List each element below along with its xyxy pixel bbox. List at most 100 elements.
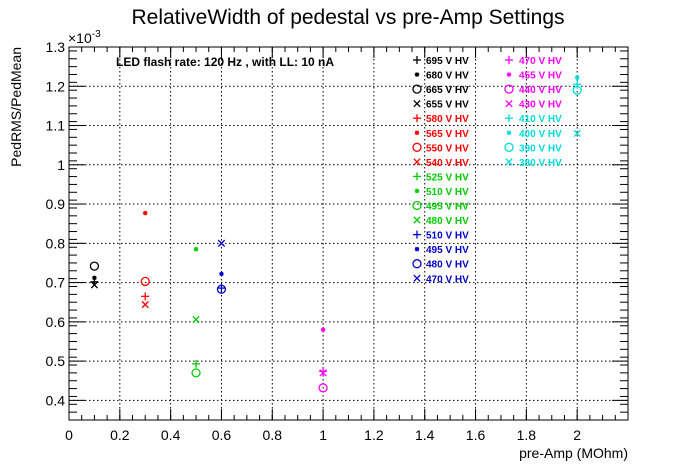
- legend-entry: 470 V HV: [505, 56, 562, 67]
- legend-marker-plus: [505, 56, 513, 64]
- legend-marker-circle: [504, 84, 514, 94]
- legend-entry: 695 V HV: [413, 56, 469, 67]
- legend-label: 510 V HV: [426, 187, 469, 198]
- legend-marker-star: [506, 130, 512, 135]
- legend-marker-star: [414, 246, 420, 252]
- x-tick-label: 0.2: [110, 427, 130, 443]
- data-point-star: [574, 75, 580, 80]
- legend-label: 480 V HV: [426, 216, 469, 227]
- legend-label: 400 V HV: [519, 129, 562, 140]
- data-point-circle: [216, 284, 227, 294]
- legend-entry: 495 V HV: [414, 245, 469, 256]
- x-tick-label: 0: [65, 427, 73, 443]
- legend-label: 410 V HV: [519, 114, 562, 125]
- legend-marker-circle: [412, 200, 422, 211]
- legend-label: 380 V HV: [519, 158, 562, 169]
- data-point-circle: [191, 368, 201, 378]
- y-tick-label: 0.6: [46, 314, 66, 330]
- legend-label: 665 V HV: [426, 85, 469, 96]
- x-tick-label: 1.8: [517, 427, 537, 443]
- legend-marker-star: [414, 188, 420, 194]
- x-tick-label: 1: [319, 427, 327, 443]
- legend-label: 440 V HV: [519, 85, 562, 96]
- legend-label: 430 V HV: [519, 100, 562, 111]
- y-tick-label: 0.4: [46, 392, 66, 408]
- legend-label: 540 V HV: [426, 158, 469, 169]
- legend-entry: 400 V HV: [506, 129, 562, 140]
- legend-entry: 680 V HV: [414, 71, 469, 82]
- legend-label: 510 V HV: [426, 231, 469, 242]
- x-tick-label: 2: [573, 427, 581, 443]
- legend-label: 455 V HV: [519, 71, 562, 82]
- y-axis-label: PedRMS/PedMean: [8, 47, 24, 167]
- run-annotation: LED flash rate: 120 Hz , with LL: 10 nA: [116, 55, 334, 69]
- legend-label: 565 V HV: [426, 129, 469, 140]
- data-point-cross: [90, 281, 99, 289]
- legend-label: 390 V HV: [519, 143, 562, 154]
- legend-entry: 510 V HV: [413, 230, 469, 242]
- x-tick-label: 0.6: [212, 427, 232, 443]
- legend-label: 695 V HV: [426, 56, 469, 67]
- data-point-cross: [192, 315, 200, 324]
- legend-marker-circle: [412, 142, 422, 152]
- legend-label: 470 V HV: [519, 56, 562, 67]
- y-tick-label: 1.2: [46, 78, 66, 94]
- y-tick-label: 0.9: [46, 196, 66, 212]
- legend-entry: 655 V HV: [413, 100, 469, 111]
- data-point-plus: [192, 359, 201, 368]
- data-point-circle: [89, 261, 100, 271]
- legend-marker-cross: [505, 99, 513, 108]
- data-point-circle: [140, 276, 150, 287]
- data-point-star: [193, 247, 199, 252]
- chart-title: RelativeWidth of pedestal vs pre-Amp Set…: [131, 6, 564, 29]
- legend-marker-cross: [413, 216, 421, 224]
- x-tick-label: 1.4: [415, 427, 435, 443]
- data-point-circle: [572, 85, 582, 95]
- y-tick-label: 0.5: [46, 353, 66, 369]
- data-point-cross: [573, 129, 581, 138]
- legend-label: 550 V HV: [426, 143, 469, 154]
- x-tick-labels: 0 0.2 0.4 0.6 0.8 1 1.2 1.4 1.6 1.8 2: [65, 427, 581, 443]
- y-tick-label: 1.3: [46, 39, 66, 55]
- data-points: [89, 75, 582, 393]
- y-tick-label: 0.8: [46, 235, 66, 251]
- data-point-star: [219, 271, 224, 277]
- legend-label: 680 V HV: [426, 71, 469, 82]
- legend-marker-plus: [413, 230, 421, 239]
- legend-entry: 410 V HV: [505, 114, 562, 125]
- legend-label: 525 V HV: [426, 172, 469, 183]
- y-tick-labels: 0.4 0.5 0.6 0.7 0.8 0.9 1 1.1 1.2 1.3: [46, 39, 66, 408]
- legend-marker-star: [414, 72, 420, 77]
- legend-entry: 665 V HV: [412, 84, 469, 96]
- legend-entry: 455 V HV: [506, 71, 562, 82]
- x-tick-label: 0.8: [263, 427, 283, 443]
- legend-label: 580 V HV: [426, 114, 469, 125]
- legend-entry: 480 V HV: [412, 259, 469, 271]
- legend-marker-circle: [504, 142, 514, 152]
- legend-marker-plus: [413, 114, 421, 123]
- data-point-star: [143, 210, 148, 216]
- legend-marker-cross: [413, 274, 421, 282]
- legend-label: 480 V HV: [426, 260, 469, 271]
- data-point-cross: [141, 300, 149, 309]
- legend-marker-plus: [413, 56, 421, 64]
- data-point-star: [92, 275, 97, 281]
- legend-marker-star: [506, 72, 512, 77]
- legend-marker-plus: [505, 114, 513, 123]
- legend-entry: 580 V HV: [413, 114, 469, 125]
- y-tick-label: 1.1: [46, 118, 66, 134]
- legend-marker-plus: [413, 172, 421, 181]
- x-tick-label: 1.6: [466, 427, 486, 443]
- legend-entry: 480 V HV: [413, 216, 469, 227]
- x-tick-label: 0.4: [161, 427, 181, 443]
- legend-marker-circle: [412, 259, 422, 269]
- data-point-cross: [217, 239, 226, 247]
- legend-label: 495 V HV: [426, 245, 469, 256]
- legend-marker-circle: [412, 84, 422, 94]
- legend-entry: 390 V HV: [504, 142, 562, 154]
- legend-label: 470 V HV: [426, 274, 469, 285]
- legend-entry: 380 V HV: [505, 158, 562, 169]
- legend-entry: 495 V HV: [412, 200, 469, 213]
